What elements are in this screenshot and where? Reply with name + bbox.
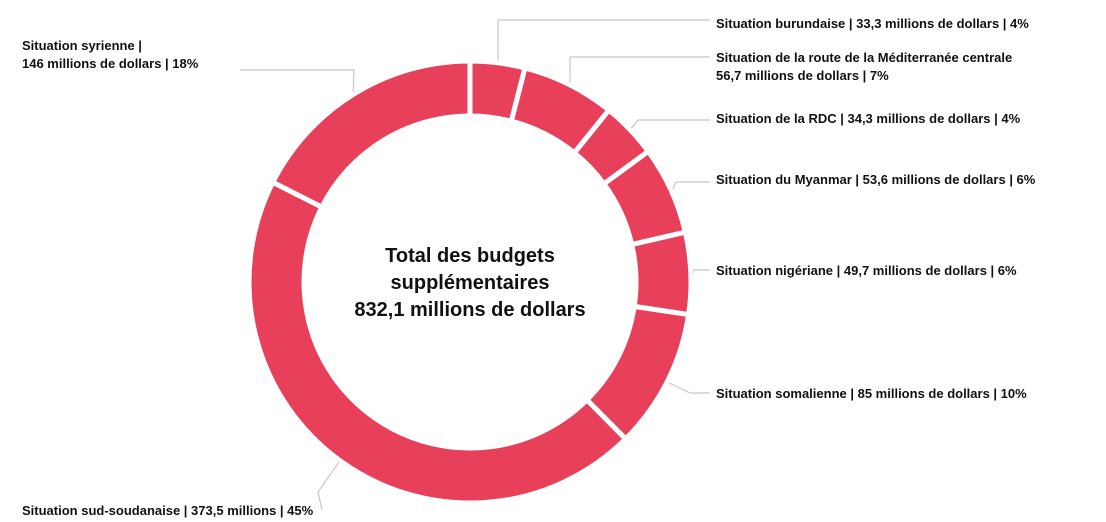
slice-label-myanmar: Situation du Myanmar | 53,6 millions de …	[716, 172, 1036, 187]
center-line-3: 832,1 millions de dollars	[354, 299, 586, 321]
donut-slice-south-sudan	[246, 179, 629, 506]
donut-center-total: Total des budgets supplémentaires 832,1 …	[330, 243, 610, 324]
slice-label-south-sudan: Situation sud-soudanaise | 373,5 million…	[22, 503, 314, 518]
leader-line-somalia	[668, 382, 710, 394]
donut-slice-nigeria	[629, 229, 694, 318]
leader-line-south-sudan	[317, 461, 340, 511]
slice-label-mediterranean: Situation de la route de la Méditerranée…	[716, 50, 1013, 83]
leader-line-mediterranean	[569, 56, 710, 83]
leader-line-drc	[630, 119, 710, 129]
slice-label-drc: Situation de la RDC | 34,3 millions de d…	[716, 111, 1021, 126]
donut-slice-syria	[270, 58, 473, 210]
slice-label-burundi: Situation burundaise | 33,3 millions de …	[716, 16, 1029, 31]
center-line-1: Total des budgets	[385, 245, 555, 267]
center-line-2: supplémentaires	[390, 272, 550, 294]
leader-line-syria	[240, 69, 355, 93]
slice-label-somalia: Situation somalienne | 85 millions de do…	[716, 386, 1027, 401]
leader-line-burundi	[497, 19, 710, 61]
leader-line-nigeria	[692, 269, 710, 274]
slice-label-syria: Situation syrienne | 146 millions de dol…	[22, 38, 199, 71]
slice-label-nigeria: Situation nigériane | 49,7 millions de d…	[716, 263, 1017, 278]
leader-line-myanmar	[672, 181, 710, 190]
